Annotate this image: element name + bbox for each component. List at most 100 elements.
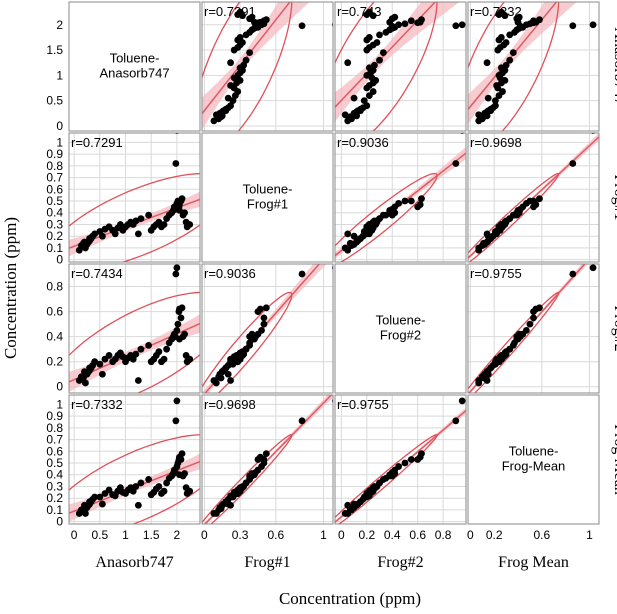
- data-point: [176, 471, 183, 479]
- data-point: [242, 479, 250, 487]
- fit-layer: [202, 2, 333, 131]
- y-tick-label: 0.1: [46, 503, 63, 517]
- data-point: [401, 20, 409, 28]
- data-point: [81, 501, 88, 509]
- y-tick-label: 0.2: [46, 355, 63, 369]
- density-ellipse: [335, 434, 438, 524]
- data-point: [491, 97, 499, 105]
- data-point: [176, 207, 183, 214]
- cell-2-0: r=0.7434: [68, 263, 201, 394]
- cell-0-1: r=0.7291: [201, 1, 334, 132]
- data-point: [236, 34, 244, 41]
- data-point: [172, 417, 180, 425]
- diagonal-label: Frog#1: [247, 197, 288, 212]
- data-point: [536, 304, 543, 312]
- y-tick-label: 0.6: [46, 182, 63, 196]
- data-point: [395, 21, 402, 29]
- x-tick-label: 0.6: [533, 528, 550, 542]
- data-point: [526, 320, 534, 328]
- data-point: [298, 270, 306, 278]
- data-point: [509, 49, 517, 56]
- y-tick-label: 0.4: [46, 206, 63, 220]
- data-point: [119, 353, 127, 361]
- data-point: [475, 244, 483, 252]
- data-point: [134, 377, 142, 384]
- fit-layer: [468, 264, 597, 393]
- x-tick-label: 0.4: [384, 528, 401, 542]
- data-point: [506, 215, 514, 223]
- y-tick-label: 0.7: [46, 433, 63, 447]
- x-tick-label: 2: [174, 528, 181, 542]
- data-point: [341, 111, 349, 119]
- fit-layer: [69, 133, 200, 262]
- data-point: [155, 483, 163, 490]
- x-tick-label: 1.5: [143, 528, 160, 542]
- data-point: [502, 39, 510, 46]
- data-point: [256, 305, 264, 313]
- y-tick-label: 0.6: [46, 305, 63, 319]
- data-point: [506, 56, 514, 64]
- density-ellipse: [335, 172, 438, 262]
- data-point: [251, 18, 258, 26]
- data-point: [506, 345, 514, 353]
- diagonal-label: Toluene-: [376, 313, 426, 328]
- cell-frame: [68, 394, 201, 525]
- y-tick-label: 0.9: [46, 147, 63, 161]
- cell-frame: [467, 132, 600, 263]
- diagonal-label: Toluene-: [243, 182, 293, 197]
- data-point: [401, 197, 409, 205]
- regression-line: [202, 2, 291, 115]
- data-point: [98, 232, 106, 240]
- y-tick-label: 0.7: [46, 171, 63, 185]
- data-point: [344, 230, 352, 238]
- y-tick-label: 1.5: [46, 43, 63, 57]
- data-point: [483, 59, 491, 67]
- y-tick-label: 0.1: [46, 241, 63, 255]
- x-tick-label: 0: [201, 528, 208, 542]
- data-point: [371, 61, 378, 69]
- y-tick-label: 2: [56, 18, 63, 32]
- y-tick-label: 0.2: [46, 229, 63, 243]
- data-point: [452, 160, 460, 167]
- data-point: [365, 221, 373, 228]
- cell-2-2: Toluene-Frog#2: [334, 263, 467, 394]
- data-point: [218, 112, 226, 120]
- data-point: [137, 345, 145, 353]
- data-point: [132, 217, 140, 225]
- data-point: [416, 201, 424, 208]
- diagonal-label: Toluene-: [110, 51, 160, 66]
- figure-x-axis-label: Concentration (ppm): [279, 589, 421, 608]
- correlation-label: r=0.7434: [71, 266, 123, 281]
- cell-frame: [201, 132, 334, 263]
- correlation-label: r=0.9698: [470, 135, 522, 150]
- diagonal-label: Toluene-: [509, 444, 559, 459]
- cell-1-1: Toluene-Frog#1: [201, 132, 334, 263]
- data-point: [418, 450, 425, 458]
- column-label-frog-1: Frog#1: [244, 554, 290, 571]
- data-point: [357, 107, 364, 115]
- data-point: [407, 197, 415, 205]
- row-label-frog-mean: Frog Mean: [611, 424, 617, 495]
- y-tick-label: 0.6: [46, 444, 63, 458]
- data-point: [386, 207, 394, 214]
- data-point: [173, 397, 181, 405]
- y-tick-label: 0.3: [46, 217, 63, 231]
- data-point: [487, 235, 495, 242]
- data-point: [116, 221, 124, 228]
- fit-layer: [335, 397, 466, 524]
- data-point: [262, 16, 270, 24]
- data-point: [514, 18, 522, 26]
- cell-3-2: r=0.9755: [334, 394, 467, 525]
- data-point: [391, 209, 399, 217]
- cell-0-0: Toluene-Anasorb747: [68, 1, 201, 132]
- cell-frame: [334, 1, 467, 132]
- data-point: [353, 112, 361, 120]
- data-point: [487, 107, 495, 115]
- data-point: [242, 345, 250, 353]
- data-point: [178, 304, 186, 312]
- cell-0-2: r=0.743: [334, 1, 467, 132]
- data-point: [522, 326, 530, 334]
- cell-frame: [467, 1, 600, 132]
- data-point: [530, 314, 537, 322]
- data-point: [475, 111, 483, 119]
